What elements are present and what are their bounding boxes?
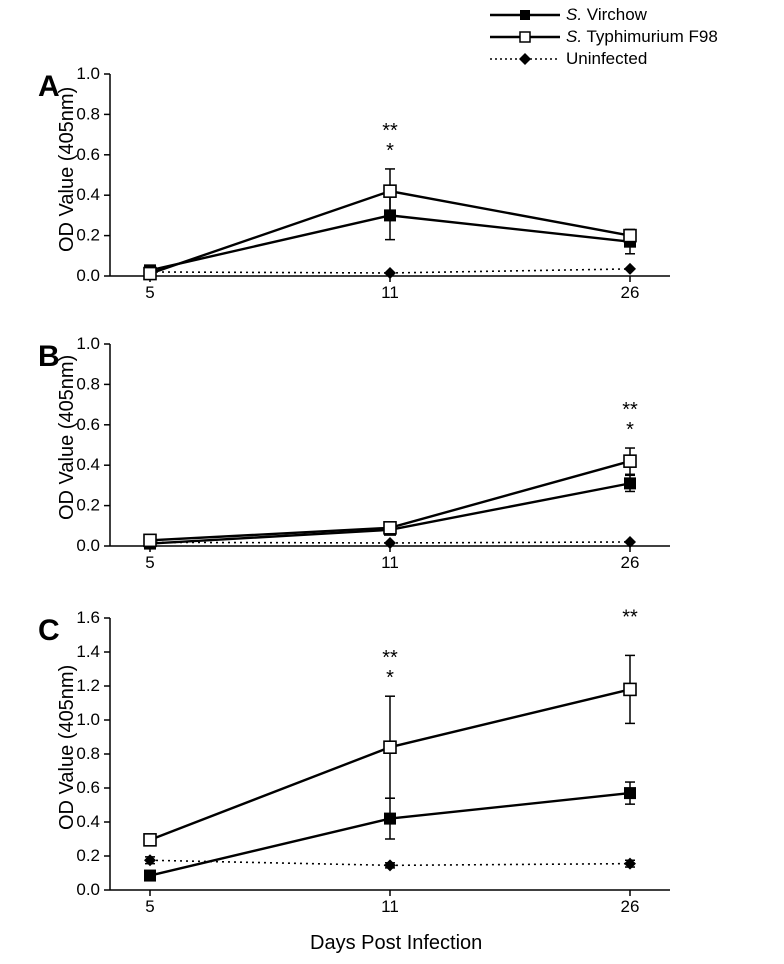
svg-text:0.2: 0.2 xyxy=(76,226,100,245)
svg-text:11: 11 xyxy=(381,897,399,916)
svg-text:5: 5 xyxy=(145,283,154,302)
svg-text:0.6: 0.6 xyxy=(76,415,100,434)
svg-text:*: * xyxy=(386,140,394,162)
svg-text:5: 5 xyxy=(145,897,154,916)
svg-text:11: 11 xyxy=(381,553,399,572)
svg-text:1.4: 1.4 xyxy=(76,642,100,661)
panel-label-C: C xyxy=(38,614,60,648)
svg-text:0.6: 0.6 xyxy=(76,778,100,797)
svg-text:0.0: 0.0 xyxy=(76,266,100,285)
svg-text:26: 26 xyxy=(621,897,640,916)
svg-text:0.4: 0.4 xyxy=(76,812,100,831)
svg-text:0.2: 0.2 xyxy=(76,496,100,515)
svg-text:**: ** xyxy=(382,647,398,669)
svg-text:**: ** xyxy=(622,399,638,421)
svg-text:0.2: 0.2 xyxy=(76,846,100,865)
svg-text:0.8: 0.8 xyxy=(76,374,100,393)
svg-text:0.0: 0.0 xyxy=(76,536,100,555)
ylabel-A: OD Value (405nm) xyxy=(56,87,79,252)
svg-text:0.8: 0.8 xyxy=(76,104,100,123)
svg-text:26: 26 xyxy=(621,553,640,572)
svg-text:0.4: 0.4 xyxy=(76,185,100,204)
svg-text:5: 5 xyxy=(145,553,154,572)
svg-text:26: 26 xyxy=(621,283,640,302)
svg-text:0.8: 0.8 xyxy=(76,744,100,763)
xlabel: Days Post Infection xyxy=(310,932,482,955)
svg-text:**: ** xyxy=(382,120,398,142)
plot-svg: 0.00.20.40.60.81.051126***0.00.20.40.60.… xyxy=(0,0,784,964)
ylabel-B: OD Value (405nm) xyxy=(56,355,79,520)
svg-text:*: * xyxy=(386,667,394,689)
svg-text:1.2: 1.2 xyxy=(76,676,100,695)
figure-container: S. Virchow S. Typhimurium F98 Uninfected… xyxy=(0,0,784,964)
svg-text:*: * xyxy=(626,419,634,441)
svg-text:11: 11 xyxy=(381,283,399,302)
svg-text:1.0: 1.0 xyxy=(76,64,100,83)
svg-text:1.0: 1.0 xyxy=(76,334,100,353)
svg-text:0.0: 0.0 xyxy=(76,880,100,899)
ylabel-C: OD Value (405nm) xyxy=(56,665,79,830)
svg-text:1.6: 1.6 xyxy=(76,608,100,627)
svg-text:0.4: 0.4 xyxy=(76,455,100,474)
svg-text:**: ** xyxy=(622,606,638,628)
svg-text:1.0: 1.0 xyxy=(76,710,100,729)
svg-text:0.6: 0.6 xyxy=(76,145,100,164)
